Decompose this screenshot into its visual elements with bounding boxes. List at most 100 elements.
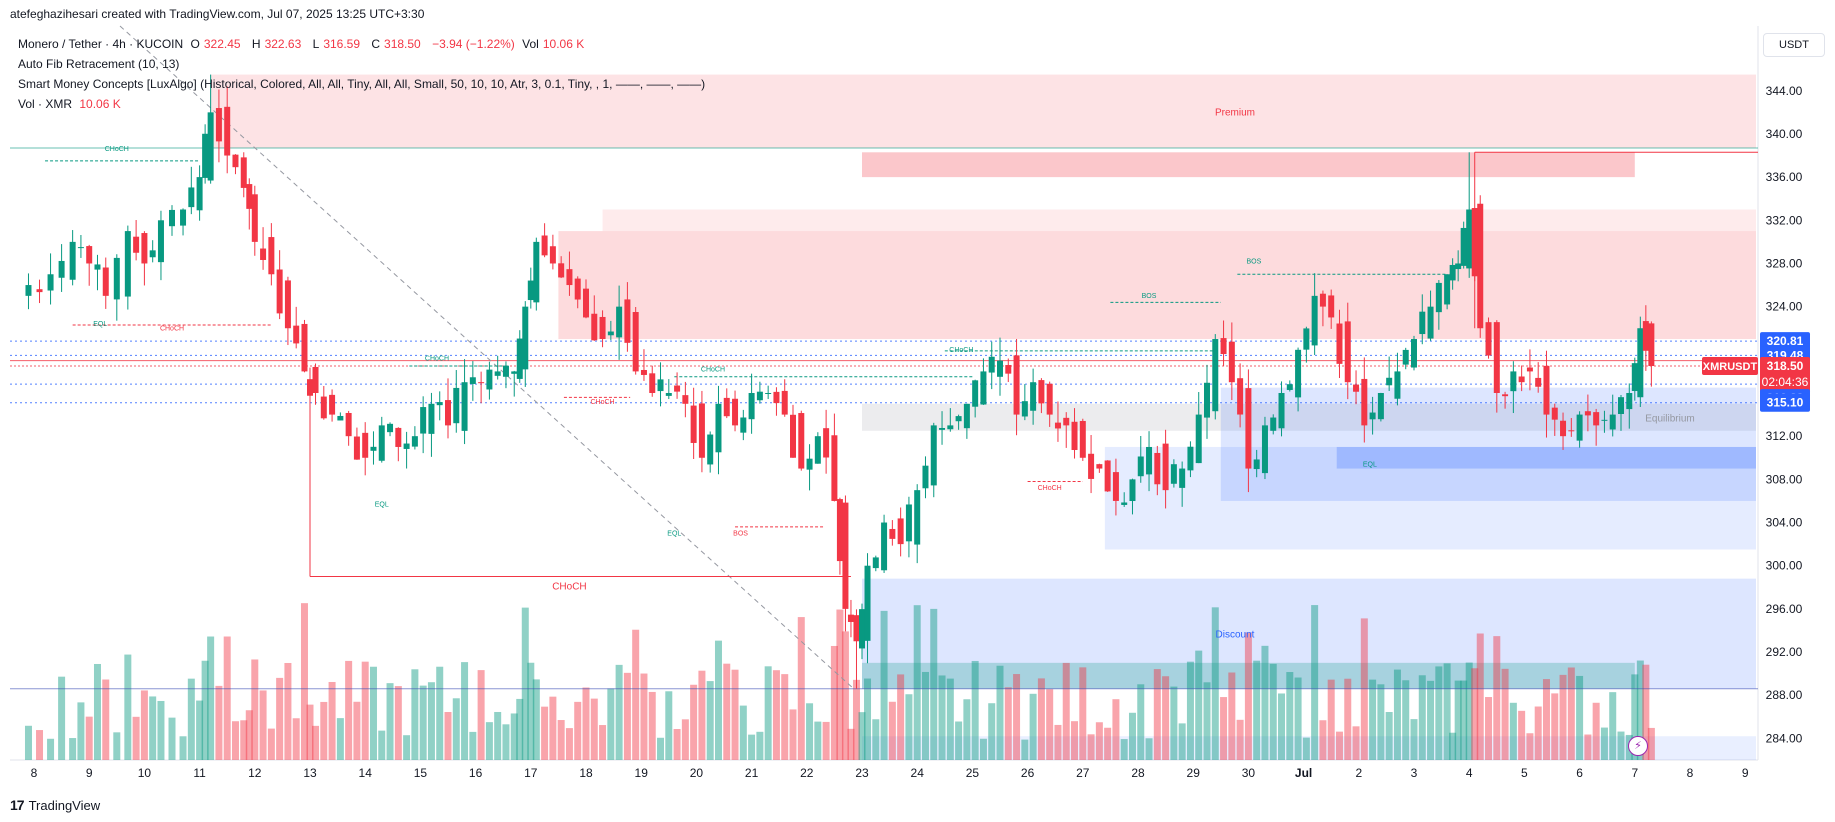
candle-body	[1311, 295, 1318, 346]
volume-bar	[1294, 677, 1302, 760]
volume-bar	[187, 678, 195, 760]
volume-bar	[516, 698, 524, 760]
volume-bar	[1534, 706, 1542, 760]
structure-label: CHoCH	[105, 146, 129, 153]
price-tick-label: 296.00	[1766, 602, 1803, 616]
indicator-fib[interactable]: Auto Fib Retracement (10, 13)	[18, 57, 180, 71]
volume-bar	[1021, 739, 1029, 760]
indicator-smc[interactable]: Smart Money Concepts [LuxAlgo] (Historic…	[18, 77, 706, 91]
time-tick-label: 16	[469, 766, 483, 780]
candle-body	[1328, 295, 1335, 318]
volume-bar	[706, 681, 714, 760]
lightning-icon[interactable]: ⚡	[1628, 736, 1648, 756]
candle-body	[1631, 363, 1638, 392]
candle-body	[428, 403, 435, 434]
close-label: C	[371, 37, 381, 51]
symbol-tag-box	[1702, 357, 1758, 376]
candle-body	[312, 366, 319, 393]
time-tick-label: 30	[1242, 766, 1256, 780]
volume-bar	[1079, 667, 1087, 760]
candle-body	[149, 250, 156, 258]
time-tick-label: 23	[855, 766, 869, 780]
time-tick-label: 15	[414, 766, 428, 780]
volume-bar	[345, 660, 353, 760]
time-tick-label: 14	[359, 766, 373, 780]
candle-body	[1286, 384, 1293, 390]
volume-bar	[731, 669, 739, 760]
candle-body	[1021, 401, 1028, 417]
volume-bar	[411, 669, 419, 760]
volume-bar	[781, 674, 789, 760]
candle-body	[889, 528, 896, 539]
volume-bar	[852, 679, 860, 760]
candle-body	[1344, 321, 1351, 383]
candle-body	[930, 425, 937, 486]
volume-bar	[549, 696, 557, 760]
candle-body	[756, 391, 763, 401]
currency-selector[interactable]: USDT	[1763, 33, 1825, 57]
structure-label: EQL	[667, 530, 681, 537]
volume-bar	[847, 728, 855, 760]
volume-bar	[1592, 702, 1600, 760]
volume-bar	[1485, 697, 1493, 760]
candle-body	[411, 436, 418, 447]
symbol-title[interactable]: Monero / Tether · 4h · KUCOIN	[18, 37, 184, 51]
candle-body	[1518, 376, 1525, 383]
candle-body	[25, 285, 32, 296]
candle-body	[707, 434, 714, 465]
volume-bar	[215, 685, 223, 760]
candle-body	[1137, 456, 1144, 477]
candle-body	[141, 233, 148, 264]
candle-body	[307, 379, 313, 396]
candle-body	[436, 402, 443, 406]
time-tick-label: 22	[800, 766, 814, 780]
candle-body	[1295, 349, 1302, 398]
candle-body	[842, 502, 849, 609]
volume-bar	[1501, 668, 1509, 760]
candle-body	[1096, 464, 1103, 469]
volume-bar	[789, 709, 797, 760]
time-tick-label: 26	[1021, 766, 1035, 780]
candle-body	[847, 614, 854, 622]
candle-body	[1609, 414, 1616, 430]
volume-bar	[24, 725, 32, 760]
time-tick-label: 18	[579, 766, 593, 780]
volume-bar	[698, 670, 706, 760]
volume-bar	[292, 718, 300, 760]
volume-bar	[369, 666, 377, 760]
volume-bar	[245, 710, 253, 760]
volume-bar	[521, 607, 529, 760]
volume-bar	[880, 610, 888, 760]
candle-body	[1261, 425, 1268, 474]
candle-body	[859, 609, 865, 649]
tradingview-logo[interactable]: 17 TradingView	[10, 797, 100, 813]
volume-bar	[452, 698, 460, 760]
volume-bar	[267, 728, 275, 760]
volume-bar	[996, 665, 1004, 760]
volume-bar	[394, 686, 402, 760]
candle-body	[599, 316, 606, 340]
candle-body	[682, 395, 689, 404]
volume-bar	[557, 720, 565, 760]
open-label: O	[190, 37, 200, 51]
volume-bar	[739, 705, 747, 760]
candle-body	[1648, 323, 1655, 367]
structure-label: CHoCH	[552, 581, 586, 592]
candle-body	[765, 393, 772, 394]
volume-bar	[1418, 675, 1426, 760]
volume-bar	[1153, 669, 1161, 760]
candle-body	[549, 246, 556, 264]
tradingview-mark-icon: 17	[10, 797, 25, 813]
indicator-volume[interactable]: Vol · XMR 10.06 K	[18, 94, 705, 114]
volume-bar	[1551, 693, 1559, 760]
high-label: H	[251, 37, 261, 51]
structure-label: CHoCH	[425, 356, 449, 363]
candle-body	[362, 432, 369, 458]
candle-body	[36, 289, 43, 293]
price-tick-label: 288.00	[1766, 688, 1803, 702]
candle-body	[823, 428, 830, 458]
volume-bar	[1046, 689, 1054, 760]
volume-bar	[1104, 727, 1112, 760]
